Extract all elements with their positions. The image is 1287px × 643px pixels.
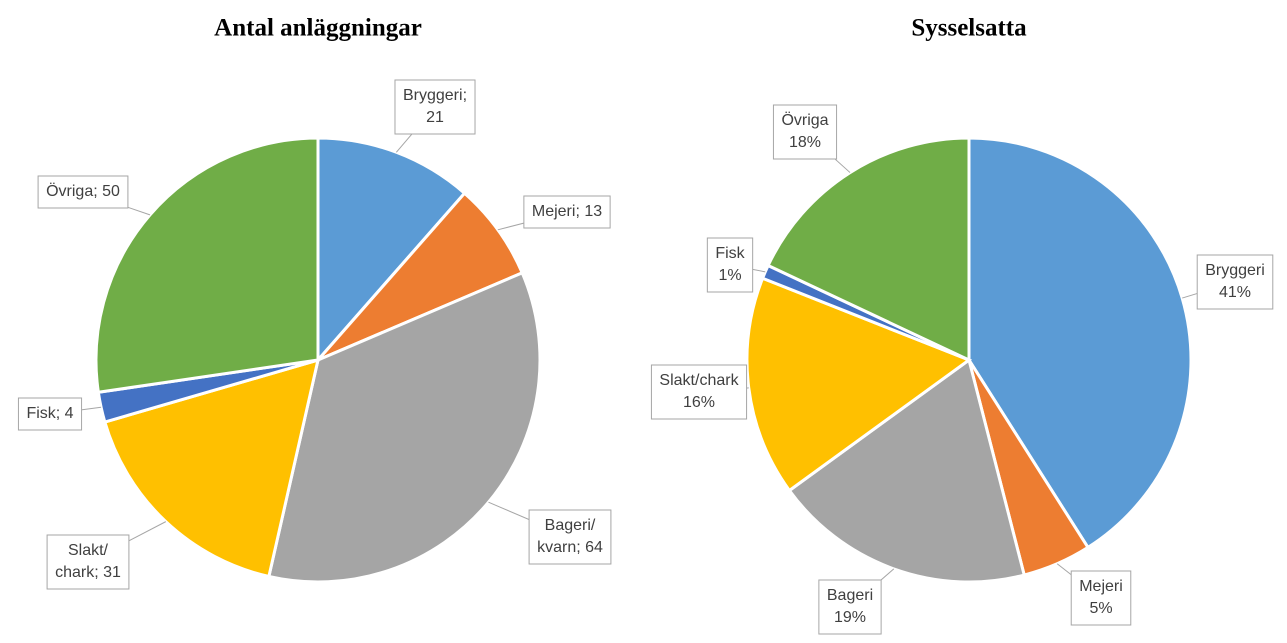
pie — [94, 136, 542, 584]
label-box — [523, 195, 611, 229]
label-text: chark; 31 — [55, 564, 121, 581]
label-text: 19% — [834, 609, 866, 626]
label-text: Bageri — [827, 587, 873, 604]
label-text: 1% — [718, 267, 741, 284]
label-text: 18% — [789, 134, 821, 151]
label-box — [394, 79, 476, 135]
label-box — [650, 364, 748, 420]
data-label: Fisk; 4 — [17, 397, 83, 431]
slice — [766, 136, 971, 363]
label-text: Slakt/chark — [659, 372, 739, 389]
label-box — [772, 104, 838, 160]
label-text: Övriga — [781, 111, 828, 129]
label-text: Fisk — [715, 245, 745, 262]
data-label: Slakt/chark; 31 — [46, 534, 130, 590]
label-box — [17, 397, 83, 431]
label-text: Bryggeri; — [403, 87, 467, 104]
label-text: Bageri/ — [545, 517, 596, 534]
label-text: 5% — [1089, 600, 1112, 617]
slice — [102, 357, 321, 579]
data-label: Bryggeri 41% — [1196, 254, 1274, 310]
label-box — [528, 509, 612, 565]
chart-title: Antal anläggningar — [214, 15, 422, 42]
chart-title: Sysselsatta — [911, 15, 1027, 42]
slice — [745, 276, 973, 493]
slice — [267, 270, 542, 584]
label-box — [818, 579, 882, 635]
pie — [745, 136, 1193, 584]
data-label: Övriga; 50 — [37, 175, 129, 209]
data-label: Fisk 1% — [706, 237, 754, 293]
label-text: 16% — [683, 394, 715, 411]
data-label: Mejeri; 13 — [523, 195, 611, 229]
data-label: Bageri/kvarn; 64 — [528, 509, 612, 565]
slice — [94, 136, 320, 394]
data-label: Bryggeri; 21 — [394, 79, 476, 135]
data-label: Bageri 19% — [818, 579, 882, 635]
slice — [316, 136, 467, 364]
label-text: Mejeri; 13 — [532, 203, 602, 220]
label-text: Bryggeri — [1205, 262, 1265, 279]
label-text: Övriga; 50 — [46, 182, 120, 200]
label-text: 41% — [1219, 284, 1251, 301]
label-text: kvarn; 64 — [537, 539, 603, 556]
data-label: Mejeri 5% — [1070, 570, 1132, 626]
data-label: Slakt/chark 16% — [650, 364, 748, 420]
label-box — [1196, 254, 1274, 310]
label-text: Mejeri — [1079, 578, 1123, 595]
data-label: Övriga 18% — [772, 104, 838, 160]
label-box — [37, 175, 129, 209]
label-text: 21 — [426, 109, 444, 126]
label-box — [1070, 570, 1132, 626]
slice — [787, 357, 1027, 584]
label-box — [46, 534, 130, 590]
label-box — [706, 237, 754, 293]
label-text: Fisk; 4 — [26, 405, 73, 422]
label-text: Slakt/ — [68, 542, 109, 559]
